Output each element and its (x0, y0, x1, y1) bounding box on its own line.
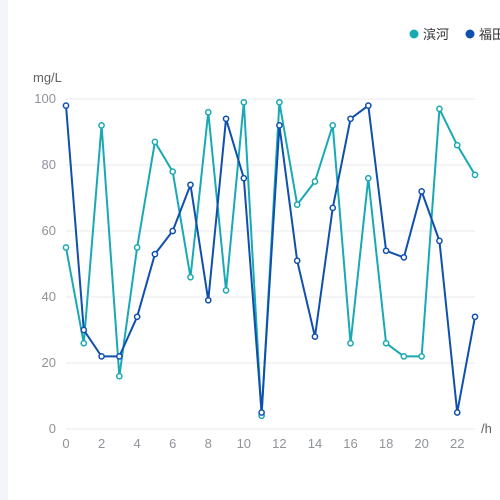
legend-label: 滨河 (423, 27, 449, 42)
x-tick-label: 6 (169, 436, 176, 451)
data-point[interactable] (436, 105, 443, 113)
legend-item[interactable]: 福田 (465, 27, 500, 42)
data-point[interactable] (311, 333, 319, 340)
data-point[interactable] (293, 257, 301, 265)
data-point[interactable] (436, 237, 443, 245)
data-point[interactable] (347, 115, 354, 123)
data-point[interactable] (400, 254, 408, 261)
data-point[interactable] (133, 313, 141, 321)
data-point[interactable] (169, 227, 177, 235)
x-tick-label: 18 (379, 436, 393, 451)
data-point[interactable] (453, 409, 461, 416)
x-tick-label: 12 (272, 436, 286, 451)
y-tick-label: 100 (34, 91, 56, 106)
data-point[interactable] (222, 287, 230, 294)
data-point[interactable] (204, 296, 212, 304)
x-tick-label: 20 (414, 436, 428, 451)
y-tick-label: 40 (42, 289, 56, 304)
data-point[interactable] (133, 244, 141, 251)
data-point[interactable] (453, 141, 461, 149)
legend-item[interactable]: 滨河 (409, 27, 450, 42)
data-point[interactable] (187, 181, 194, 189)
data-point[interactable] (115, 372, 123, 380)
data-point[interactable] (329, 204, 337, 212)
x-tick-label: 16 (343, 436, 357, 451)
data-point[interactable] (151, 250, 159, 258)
data-point[interactable] (98, 353, 105, 360)
y-tick-label: 20 (42, 355, 56, 370)
data-point[interactable] (169, 168, 177, 175)
data-point[interactable] (222, 115, 230, 123)
data-point[interactable] (98, 122, 105, 129)
data-point[interactable] (364, 102, 372, 109)
data-point[interactable] (115, 353, 123, 360)
x-tick-label: 0 (62, 436, 69, 451)
axes: 0 20 40 60 80 100 0 2 4 6 8 10 12 14 16 18 20 22 (34, 91, 464, 451)
data-point[interactable] (347, 339, 354, 347)
data-point[interactable] (276, 98, 283, 106)
data-point[interactable] (471, 171, 479, 179)
data-point[interactable] (187, 273, 194, 281)
data-point[interactable] (62, 102, 70, 109)
legend-swatch (409, 29, 419, 39)
series-line (65, 104, 476, 414)
data-point[interactable] (364, 174, 372, 182)
data-point[interactable] (382, 339, 390, 347)
x-tick-label: 14 (308, 436, 322, 451)
chart-panel: 0 20 40 60 80 100 0 2 4 6 8 10 12 14 16 18 20 22 mg/L /h … (8, 0, 500, 500)
data-point[interactable] (80, 326, 88, 334)
data-point[interactable] (151, 138, 159, 146)
series-group (62, 98, 479, 420)
data-point[interactable] (329, 122, 337, 129)
data-point[interactable] (62, 244, 70, 251)
x-tick-label: 2 (98, 436, 105, 451)
data-point[interactable] (240, 98, 248, 106)
y-axis-unit: mg/L (33, 70, 62, 85)
data-point[interactable] (418, 353, 426, 360)
data-point[interactable] (276, 122, 283, 129)
legend[interactable]: 滨河 福田 (409, 27, 500, 42)
data-point[interactable] (80, 339, 88, 347)
data-point[interactable] (400, 353, 408, 360)
x-tick-label: 22 (450, 436, 464, 451)
y-tick-label: 60 (42, 223, 56, 238)
legend-swatch (465, 29, 475, 39)
data-point[interactable] (204, 108, 212, 116)
data-point[interactable] (311, 178, 319, 185)
series-2 (62, 102, 479, 416)
y-tick-label: 80 (42, 157, 56, 172)
legend-label: 福田 (479, 27, 500, 42)
data-point[interactable] (240, 174, 248, 182)
y-tick-label: 0 (49, 421, 56, 436)
x-axis-unit: /h (481, 421, 492, 436)
data-point[interactable] (471, 313, 479, 321)
data-point[interactable] (418, 188, 426, 195)
data-point[interactable] (258, 409, 265, 416)
x-tick-label: 8 (205, 436, 212, 451)
x-tick-label: 4 (134, 436, 141, 451)
grid-lines (66, 98, 475, 430)
data-point[interactable] (382, 247, 390, 255)
x-tick-label: 10 (237, 436, 251, 451)
data-point[interactable] (293, 201, 301, 208)
